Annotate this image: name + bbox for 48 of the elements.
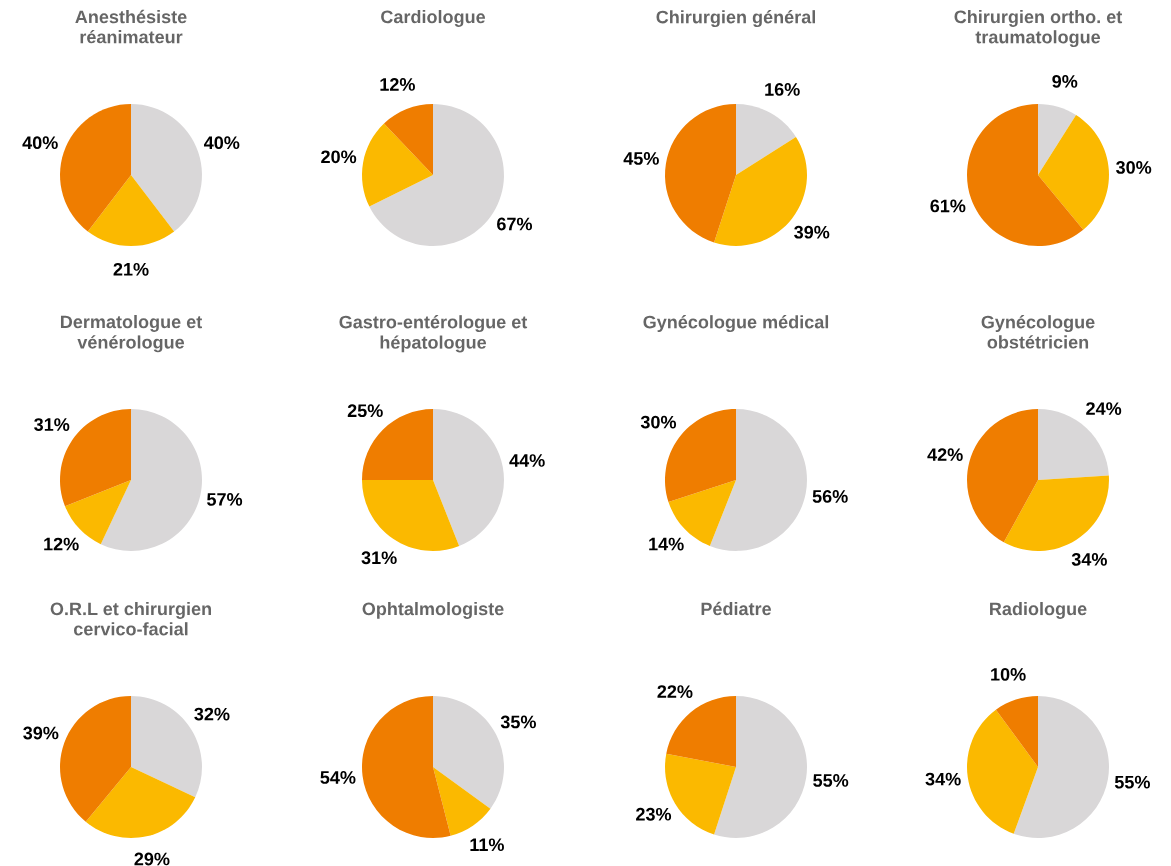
data-label: 39% <box>794 225 830 239</box>
data-label: 56% <box>812 490 848 503</box>
data-label: 44% <box>509 454 545 467</box>
chart-title: Pédiatre <box>701 601 772 616</box>
chart-title: Dermatologue et vénérologue <box>60 315 203 353</box>
data-label: 39% <box>23 726 59 740</box>
data-label: 22% <box>657 685 693 698</box>
chart-title: Gastro-entérologue et hépatologue <box>339 315 528 353</box>
data-label: 61% <box>930 199 966 213</box>
data-label: 40% <box>203 136 240 150</box>
chart-title: Chirurgien ortho. et traumatologue <box>954 10 1123 48</box>
chart-title: Ophtalmologiste <box>362 602 504 619</box>
data-label: 31% <box>34 418 70 431</box>
data-label: 10% <box>991 668 1026 681</box>
data-label: 29% <box>134 852 170 866</box>
data-label: 12% <box>380 78 415 91</box>
data-label: 35% <box>500 715 536 729</box>
data-label: 23% <box>636 807 672 821</box>
data-label: 16% <box>765 83 800 96</box>
data-label: 20% <box>321 150 357 164</box>
data-label: 40% <box>22 136 58 150</box>
data-label: 57% <box>207 493 243 506</box>
data-label: 55% <box>813 774 849 787</box>
chart-title: Gynécologue obstétricien <box>981 315 1095 349</box>
data-label: 67% <box>497 217 533 231</box>
data-label: 32% <box>194 707 230 721</box>
data-label: 55% <box>1114 775 1150 789</box>
chart-title: Chirurgien général <box>656 10 815 28</box>
data-label: 31% <box>361 551 397 565</box>
chart-title: Radiologue <box>990 602 1087 619</box>
chart-title: Cardiologue <box>381 10 486 27</box>
data-label: 11% <box>470 838 504 852</box>
chart-title: Anesthésiste réanimateur <box>75 9 187 44</box>
data-label: 34% <box>1071 552 1107 566</box>
data-label: 42% <box>927 448 963 461</box>
data-label: 12% <box>44 537 79 551</box>
data-label: 25% <box>347 404 383 418</box>
chart-title: Gynécologue médical <box>643 315 829 333</box>
data-label: 9% <box>1052 75 1078 88</box>
data-label: 30% <box>640 415 677 429</box>
data-label: 54% <box>320 771 356 784</box>
data-label: 45% <box>623 152 659 165</box>
data-label: 30% <box>1116 161 1152 174</box>
data-label: 34% <box>925 772 961 786</box>
data-label: 24% <box>1086 402 1122 415</box>
data-label: 21% <box>113 262 149 276</box>
chart-title: O.R.L et chirurgien cervico-facial <box>50 602 211 636</box>
data-label: 14% <box>649 537 684 551</box>
